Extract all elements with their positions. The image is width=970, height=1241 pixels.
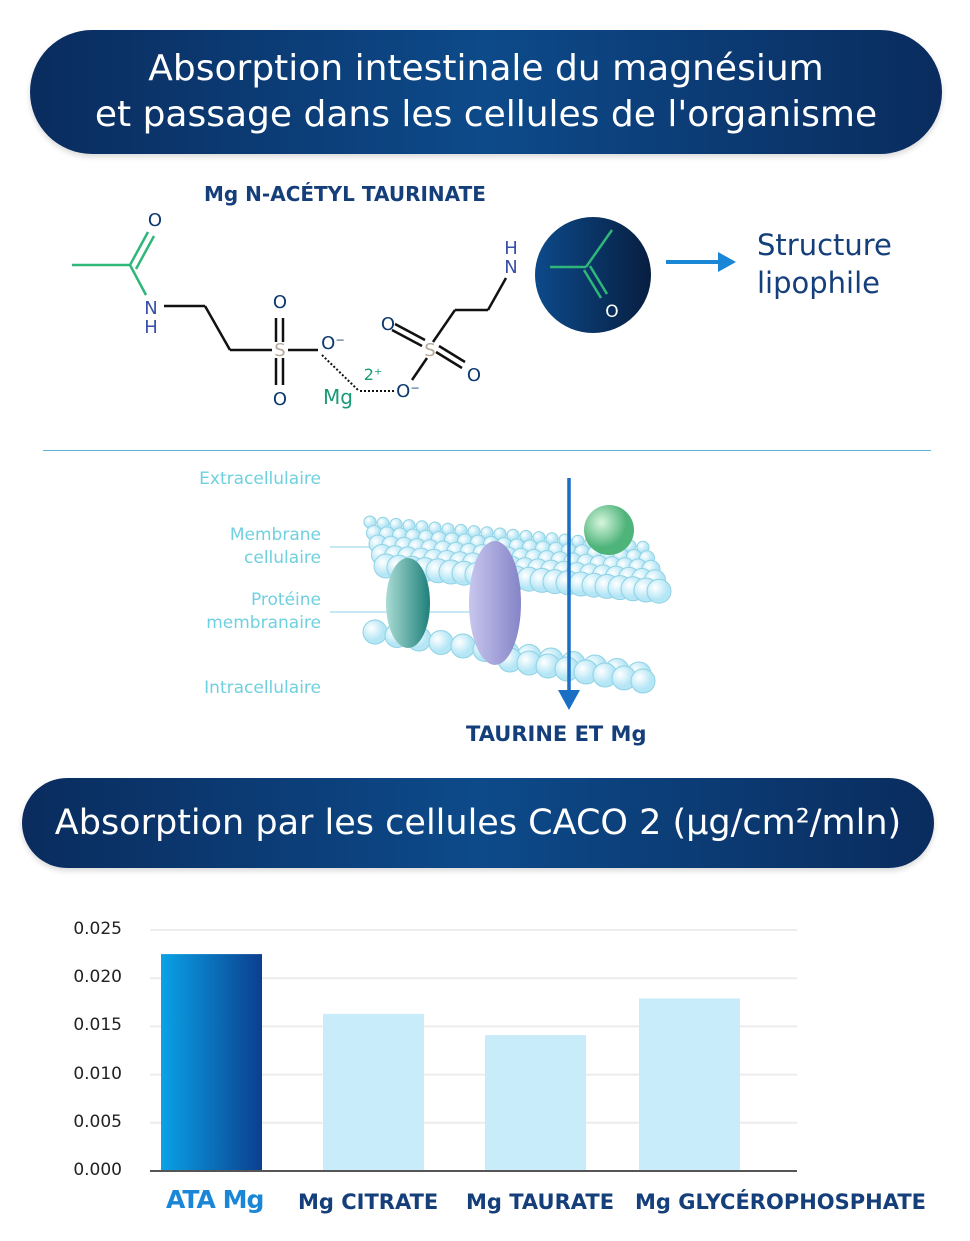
header-line-1: Absorption intestinale du magnésium bbox=[148, 48, 824, 89]
molecule-structure: O N H O S O O⁻ Mg 2⁺ O⁻ O S O H N O bbox=[72, 210, 736, 410]
header-line-2: et passage dans les cellules de l'organi… bbox=[94, 94, 878, 135]
y-tick-label: 0.020 bbox=[73, 967, 122, 988]
bar-chart bbox=[150, 929, 797, 1172]
atom-n: N bbox=[144, 298, 157, 319]
chart-banner: Absorption par les cellules CACO 2 (μg/c… bbox=[22, 778, 934, 868]
label-proteine: Protéine membranaire bbox=[206, 590, 321, 633]
arrow-down-icon bbox=[558, 690, 580, 710]
acetyl-circle bbox=[535, 217, 651, 333]
label-extracellulaire: Extracellulaire bbox=[199, 469, 321, 489]
atom-o-minus: O⁻ bbox=[321, 333, 345, 354]
taurine-chain bbox=[164, 277, 508, 385]
y-tick-label: 0.015 bbox=[73, 1015, 122, 1036]
x-tick-label: ATA Mg bbox=[166, 1185, 264, 1214]
chart-title: Absorption par les cellules CACO 2 (μg/c… bbox=[54, 803, 902, 843]
atom-o: O bbox=[381, 314, 395, 335]
divider bbox=[43, 450, 931, 451]
atom-o: O bbox=[605, 302, 618, 322]
ionic-bonds bbox=[321, 354, 394, 392]
y-tick-label: 0.010 bbox=[73, 1063, 122, 1084]
bar bbox=[485, 1035, 586, 1171]
acetyl-group-circle bbox=[550, 229, 614, 299]
structure-lipophile-label: Structure lipophile bbox=[757, 228, 892, 300]
bar bbox=[323, 1013, 424, 1171]
molecule-name: Mg N-ACÉTYL TAURINATE bbox=[204, 182, 486, 206]
y-tick-label: 0.000 bbox=[73, 1160, 122, 1180]
membrane-protein bbox=[469, 541, 521, 665]
bar bbox=[161, 954, 262, 1171]
y-tick-label: 0.005 bbox=[73, 1111, 122, 1132]
lipid-head bbox=[450, 633, 476, 659]
atom-n: N bbox=[504, 257, 517, 278]
arrow-label: TAURINE ET Mg bbox=[466, 722, 647, 746]
x-tick-label: Mg TAURATE bbox=[466, 1190, 615, 1214]
lipid-head bbox=[630, 668, 656, 694]
membrane-diagram bbox=[330, 478, 672, 710]
label-membrane: Membrane cellulaire bbox=[229, 525, 321, 568]
label-intracellulaire: Intracellulaire bbox=[204, 678, 321, 698]
atom-o: O bbox=[148, 210, 162, 231]
atom-mg: Mg bbox=[323, 385, 353, 409]
membrane-protein bbox=[386, 558, 430, 648]
mg-charge: 2⁺ bbox=[364, 365, 383, 384]
atom-o: O bbox=[273, 389, 287, 410]
bar bbox=[639, 998, 740, 1171]
x-tick-label: Mg GLYCÉROPHOSPHATE bbox=[635, 1190, 927, 1214]
atom-s: S bbox=[274, 340, 285, 361]
lipid-head bbox=[646, 578, 672, 604]
lipid-head bbox=[428, 630, 454, 655]
acetyl-group-left bbox=[72, 231, 156, 296]
lipid-head bbox=[362, 619, 388, 645]
arrow-right-icon bbox=[666, 252, 736, 272]
atom-h: H bbox=[504, 238, 518, 259]
atom-s: S bbox=[424, 340, 435, 361]
molecule-ball bbox=[584, 505, 634, 555]
header-banner: Absorption intestinale du magnésium et p… bbox=[30, 30, 942, 154]
atom-o: O bbox=[467, 365, 481, 386]
y-tick-label: 0.025 bbox=[73, 919, 122, 939]
atom-o: O bbox=[273, 292, 287, 313]
x-tick-label: Mg CITRATE bbox=[298, 1190, 439, 1214]
atom-h: H bbox=[144, 317, 158, 338]
atom-o-minus: O⁻ bbox=[396, 381, 420, 402]
